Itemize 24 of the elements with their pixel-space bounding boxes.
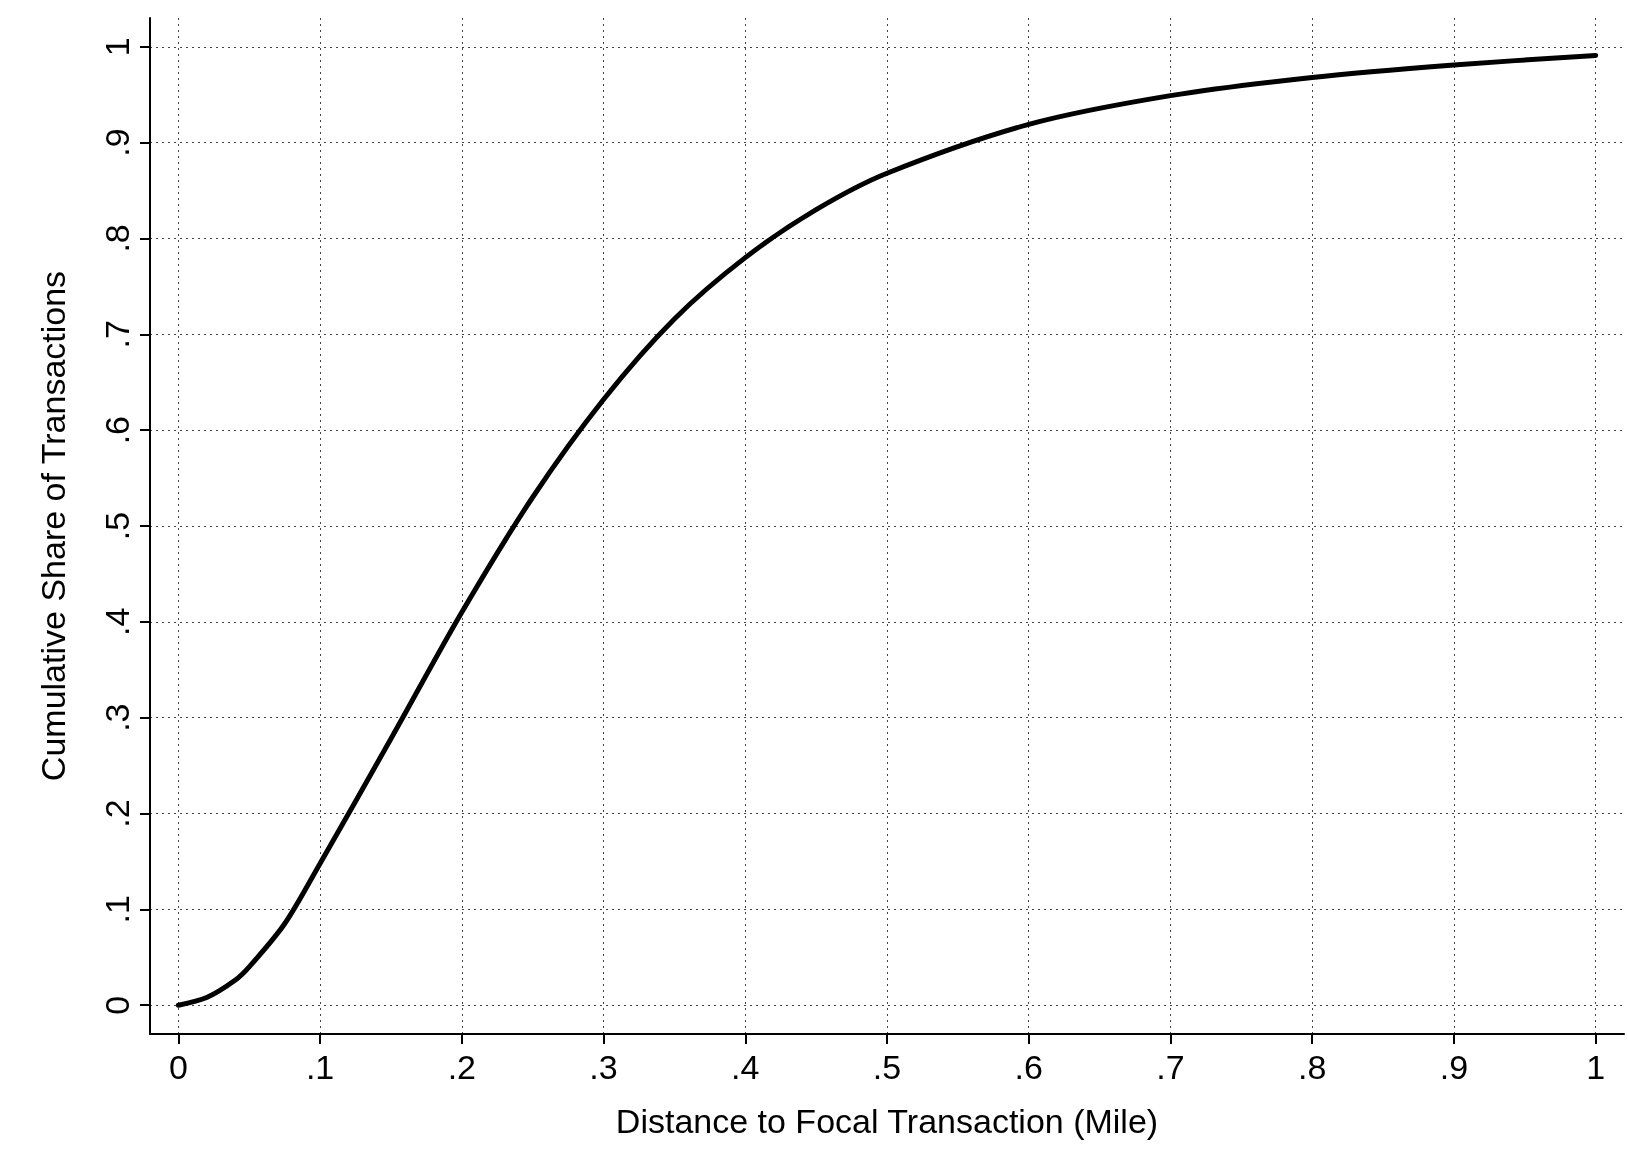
x-tick-label: .6 <box>1014 1048 1043 1086</box>
y-tick-label: .6 <box>98 415 136 445</box>
x-axis-title: Distance to Focal Transaction (Mile) <box>615 1102 1159 1140</box>
x-tick-label: .1 <box>305 1048 335 1086</box>
y-tick-label: .7 <box>98 320 136 349</box>
y-tick-label: 1 <box>98 37 136 57</box>
y-tick-label: .5 <box>98 511 136 541</box>
y-tick-label: .8 <box>98 224 136 253</box>
x-tick-label: 1 <box>1586 1048 1606 1086</box>
x-tick-label: .5 <box>872 1048 902 1086</box>
x-tick-label: .9 <box>1439 1048 1469 1086</box>
y-tick-label: .1 <box>98 895 136 924</box>
x-tick-label: .2 <box>447 1048 476 1086</box>
x-tick-label: .7 <box>1156 1048 1185 1086</box>
x-tick-label: 0 <box>168 1048 188 1086</box>
x-tick-label: .4 <box>731 1048 760 1086</box>
y-tick-label: .4 <box>98 607 136 637</box>
y-tick-label: .3 <box>98 703 136 732</box>
y-tick-label: .2 <box>98 799 136 828</box>
y-tick-label: 0 <box>98 995 136 1015</box>
y-tick-label: .9 <box>98 128 136 157</box>
x-tick-label: .3 <box>589 1048 618 1086</box>
x-tick-label: .8 <box>1298 1048 1327 1086</box>
y-axis-title: Cumulative Share of Transactions <box>34 270 72 782</box>
